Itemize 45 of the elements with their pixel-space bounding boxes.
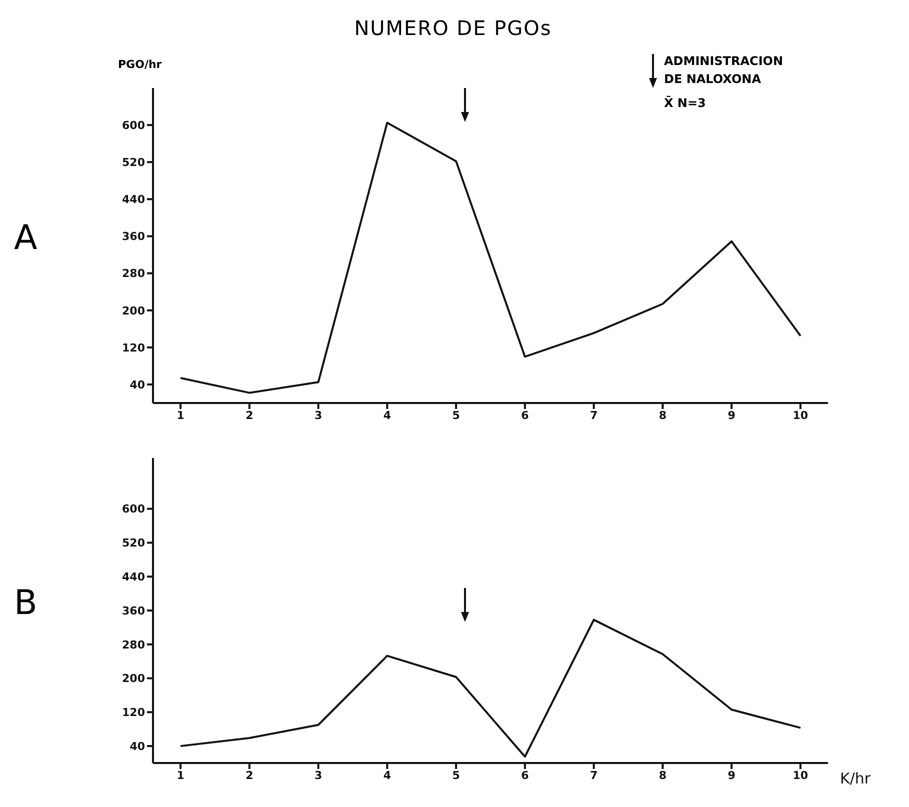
x-tick-label: 6 bbox=[521, 768, 530, 782]
x-tick-label: 3 bbox=[314, 768, 322, 782]
x-tick-label: 9 bbox=[728, 768, 736, 782]
y-tick-label: 360 bbox=[122, 604, 146, 618]
y-tick-label: 600 bbox=[122, 502, 146, 516]
y-tick-label: 440 bbox=[122, 193, 146, 206]
text: B bbox=[14, 583, 38, 623]
x-tick-label: 10 bbox=[792, 408, 808, 422]
x-axis-title: K/hr bbox=[840, 769, 872, 788]
y-tick-label: 120 bbox=[122, 706, 146, 720]
x-tick-label: 1 bbox=[176, 408, 184, 422]
x-tick-label: 7 bbox=[590, 768, 598, 782]
y-tick-label: 120 bbox=[122, 341, 146, 354]
y-tick-label: 440 bbox=[122, 570, 146, 584]
chart-title: NUMERO DE PGOs bbox=[353, 16, 553, 40]
y-tick-label: 200 bbox=[122, 304, 146, 318]
y-tick-label: 520 bbox=[122, 156, 146, 170]
x-tick-label: 5 bbox=[452, 408, 460, 422]
x-tick-label: 10 bbox=[792, 768, 808, 782]
x-tick-label: 2 bbox=[246, 408, 254, 422]
y-tick-label: 40 bbox=[130, 378, 146, 392]
y-axis-title: PGO/hr bbox=[118, 58, 162, 71]
annotation: X̄ N=3 bbox=[664, 96, 707, 110]
x-tick-label: 8 bbox=[658, 768, 667, 782]
x-tick-label: 8 bbox=[658, 408, 667, 422]
y-tick-label: 40 bbox=[130, 740, 146, 753]
x-tick-label: 2 bbox=[246, 768, 254, 782]
x-tick-label: 6 bbox=[521, 408, 530, 422]
x-tick-label: 3 bbox=[314, 408, 322, 422]
line-series bbox=[180, 618, 802, 758]
x-tick-label: 4 bbox=[383, 408, 392, 422]
y-tick-label: 200 bbox=[122, 672, 146, 686]
x-tick-label: 4 bbox=[383, 768, 392, 782]
y-tick-label: 360 bbox=[122, 230, 146, 244]
x-tick-label: 5 bbox=[452, 768, 460, 782]
text: ADMINISTRACION DE NALOXONA bbox=[664, 53, 784, 88]
y-tick-label: 280 bbox=[122, 267, 146, 280]
x-tick-label: 9 bbox=[728, 408, 736, 422]
line-series bbox=[180, 122, 802, 394]
y-tick-label: 600 bbox=[122, 118, 146, 132]
x-tick-label: 7 bbox=[590, 408, 598, 422]
y-tick-label: 520 bbox=[122, 536, 146, 550]
text: A bbox=[14, 218, 38, 258]
y-tick-label: 280 bbox=[122, 638, 146, 652]
x-tick-label: 1 bbox=[176, 768, 184, 782]
